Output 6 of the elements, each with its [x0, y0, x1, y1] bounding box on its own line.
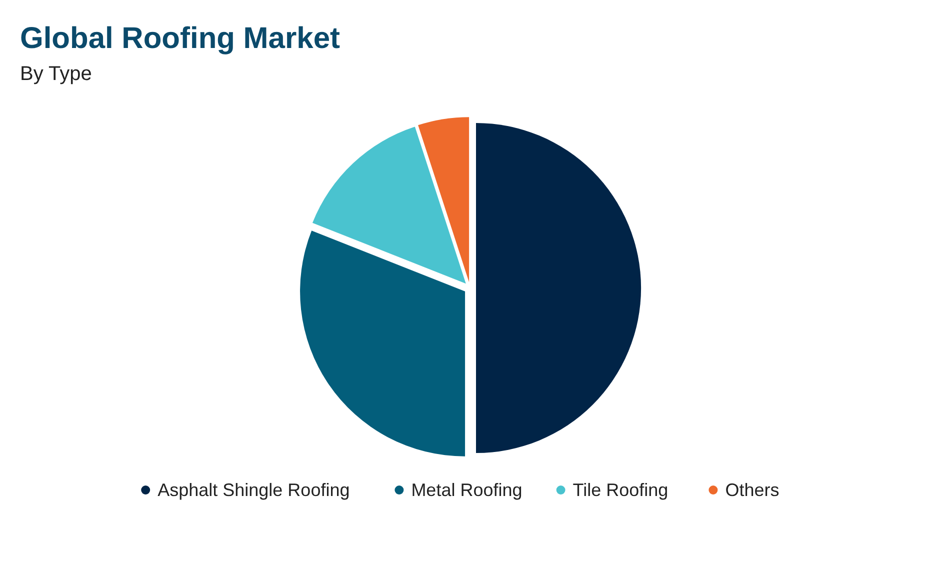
legend-label: Metal Roofing — [411, 480, 522, 500]
chart-title: Global Roofing Market — [20, 22, 340, 55]
legend-label: Others — [725, 480, 780, 500]
legend-label: Tile Roofing — [572, 480, 668, 500]
chart-subtitle: By Type — [20, 63, 92, 85]
legend-label: Asphalt Shingle Roofing — [158, 480, 350, 500]
